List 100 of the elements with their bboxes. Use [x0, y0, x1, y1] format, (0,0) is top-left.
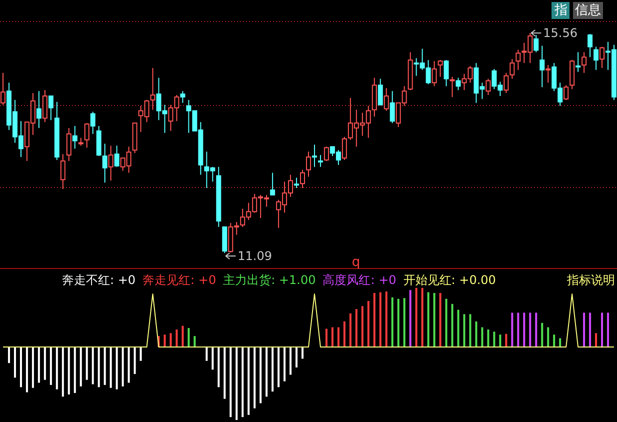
bar — [20, 347, 22, 388]
bar — [559, 338, 562, 347]
bar — [493, 332, 496, 347]
bar — [331, 327, 334, 347]
bar — [38, 347, 40, 383]
candlestick — [0, 72, 6, 106]
bar — [385, 292, 388, 347]
candlestick — [270, 172, 276, 196]
text: 指 — [554, 3, 568, 18]
bar — [589, 312, 592, 347]
candlestick — [102, 143, 108, 184]
candlestick — [594, 46, 599, 70]
bar — [182, 326, 184, 347]
text: 指标说明 — [566, 273, 615, 287]
candlestick — [108, 145, 114, 182]
bar — [451, 304, 454, 347]
candlestick — [114, 145, 120, 168]
candlestick — [378, 78, 383, 106]
bar — [32, 347, 34, 388]
candlestick — [438, 60, 443, 78]
bar — [601, 312, 604, 347]
candlestick — [300, 169, 306, 189]
bar — [50, 347, 52, 385]
candlestick — [432, 60, 437, 87]
bar — [487, 329, 490, 347]
candlestick — [60, 154, 66, 190]
bar — [170, 333, 172, 347]
bar — [349, 313, 352, 347]
annotation: 11.09 — [238, 249, 272, 263]
candlestick — [390, 90, 395, 124]
candlestick — [90, 111, 96, 134]
bar — [607, 312, 610, 347]
candlestick — [36, 90, 42, 128]
bar — [116, 347, 118, 390]
bar — [547, 327, 550, 347]
bar — [278, 347, 280, 388]
bar — [433, 292, 436, 347]
bar — [110, 347, 112, 388]
bar — [355, 309, 358, 347]
candlestick — [510, 58, 515, 80]
bar — [284, 347, 286, 382]
candlestick — [540, 45, 545, 88]
candlestick — [456, 77, 461, 91]
candlestick — [318, 154, 323, 168]
bar — [248, 347, 250, 415]
bar — [122, 347, 124, 386]
bar — [409, 290, 412, 347]
candlestick — [324, 146, 329, 162]
candlestick — [582, 52, 587, 74]
bar — [56, 347, 58, 390]
bar — [373, 292, 376, 347]
text: q — [352, 255, 360, 270]
bar — [242, 347, 244, 418]
bar — [212, 347, 214, 370]
bar — [164, 334, 166, 347]
bar — [391, 297, 394, 347]
bar — [230, 347, 232, 418]
bar — [236, 347, 238, 420]
bar — [140, 347, 142, 361]
bar — [529, 312, 532, 347]
bar — [595, 333, 598, 347]
candlestick — [42, 90, 48, 123]
candlestick — [72, 126, 78, 150]
bar — [98, 347, 100, 388]
bar — [457, 310, 460, 347]
bar — [104, 347, 106, 385]
bar — [260, 347, 262, 404]
candlestick — [576, 52, 581, 72]
bar — [553, 334, 556, 347]
bar — [92, 347, 94, 384]
bar — [44, 347, 46, 380]
bar — [188, 328, 190, 347]
bar — [481, 327, 484, 347]
candlestick — [444, 60, 449, 87]
annotation: 15.56 — [543, 26, 578, 40]
candlestick — [450, 76, 455, 98]
bar — [415, 288, 418, 347]
candlestick — [600, 46, 605, 68]
text: 奔走不红: +0 — [62, 273, 136, 287]
bar — [367, 301, 370, 347]
bar — [535, 312, 538, 347]
bar — [397, 298, 400, 347]
bar — [421, 288, 424, 347]
candlestick — [534, 34, 539, 53]
candlestick — [48, 96, 54, 121]
bar — [14, 347, 16, 378]
series-label: 高度风红: +0 — [322, 273, 396, 287]
bar — [517, 312, 520, 347]
bar — [86, 347, 88, 380]
bar — [427, 292, 430, 347]
bar — [296, 347, 298, 368]
bar — [218, 347, 220, 388]
bar — [68, 347, 70, 394]
bar — [325, 328, 328, 347]
candlestick — [384, 88, 389, 112]
candlestick — [342, 136, 347, 160]
bar — [505, 334, 508, 347]
bar — [254, 347, 256, 408]
text: 信息 — [575, 3, 601, 18]
bar — [290, 347, 292, 375]
